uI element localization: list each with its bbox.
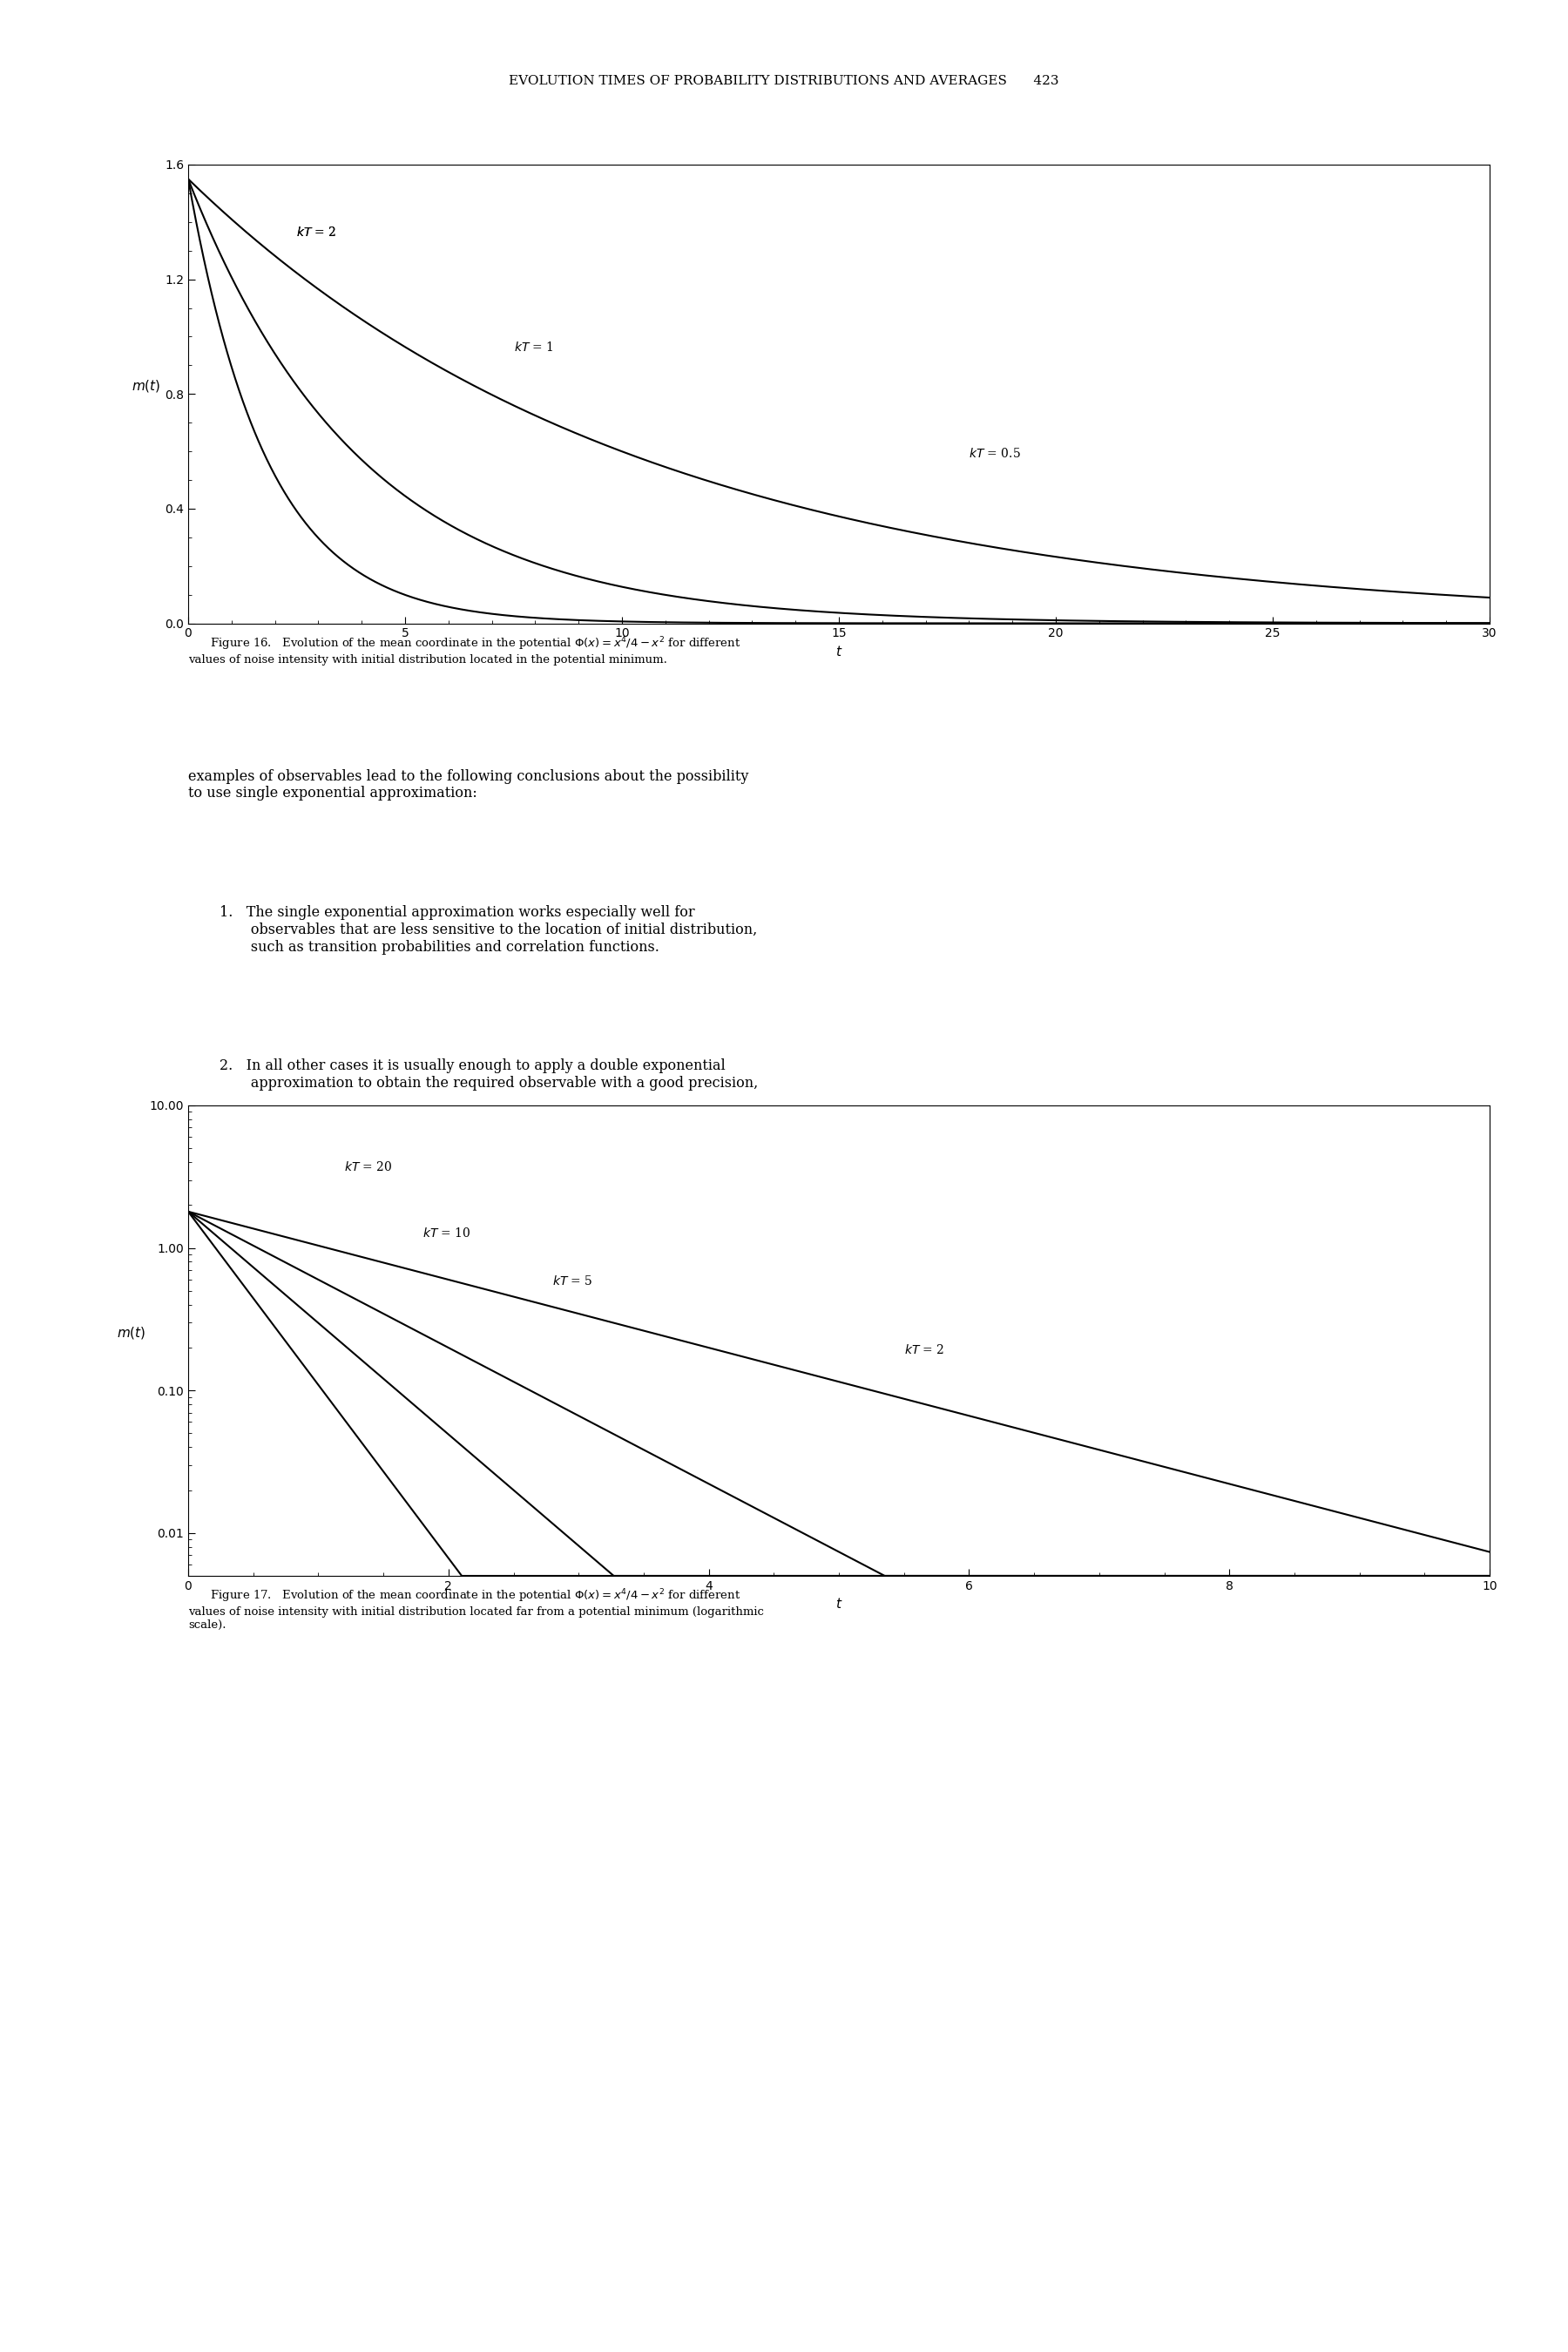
Text: $kT$ = 5: $kT$ = 5 [552, 1275, 593, 1287]
X-axis label: $t$: $t$ [836, 644, 842, 659]
Text: $kT$ = 0.5: $kT$ = 0.5 [969, 447, 1021, 459]
Y-axis label: $m(t)$: $m(t)$ [132, 379, 162, 395]
Text: 2.   In all other cases it is usually enough to apply a double exponential
     : 2. In all other cases it is usually enou… [220, 1058, 757, 1091]
Text: $kT$ = 2: $kT$ = 2 [296, 226, 337, 240]
Text: $kT$ = 1: $kT$ = 1 [514, 341, 554, 353]
Text: Figure 16.   Evolution of the mean coordinate in the potential $\Phi(x) = x^4/4 : Figure 16. Evolution of the mean coordin… [188, 635, 740, 666]
Text: $kT$ = 20: $kT$ = 20 [345, 1160, 394, 1174]
Text: $kT$ = 2: $kT$ = 2 [296, 226, 337, 240]
X-axis label: $t$: $t$ [836, 1597, 842, 1611]
Text: EVOLUTION TIMES OF PROBABILITY DISTRIBUTIONS AND AVERAGES  423: EVOLUTION TIMES OF PROBABILITY DISTRIBUT… [510, 75, 1058, 87]
Text: Figure 17.   Evolution of the mean coordinate in the potential $\Phi(x) = x^4/4 : Figure 17. Evolution of the mean coordin… [188, 1588, 764, 1630]
Text: 1.   The single exponential approximation works especially well for
       obser: 1. The single exponential approximation … [220, 906, 757, 955]
Y-axis label: $m(t)$: $m(t)$ [118, 1324, 146, 1341]
Text: $kT$ = 10: $kT$ = 10 [422, 1225, 470, 1240]
Text: examples of observables lead to the following conclusions about the possibility
: examples of observables lead to the foll… [188, 769, 748, 802]
Text: $kT$ = 2: $kT$ = 2 [903, 1343, 944, 1357]
